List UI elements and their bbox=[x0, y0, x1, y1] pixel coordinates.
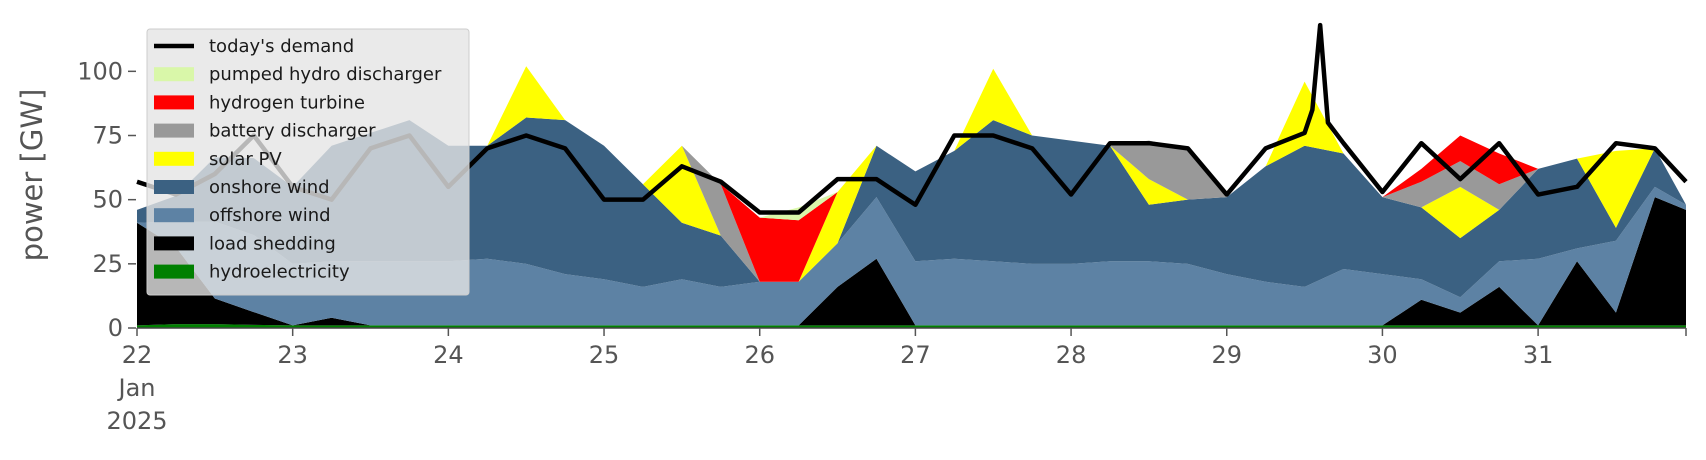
x-tick-label: 31 bbox=[1523, 341, 1554, 369]
legend-swatch bbox=[154, 264, 194, 279]
x-tick-label: 29 bbox=[1211, 341, 1242, 369]
legend-label: today's demand bbox=[209, 36, 354, 57]
legend-label: load shedding bbox=[209, 233, 336, 254]
x-tick-label: 22 bbox=[122, 341, 153, 369]
legend-swatch bbox=[154, 151, 194, 166]
legend-swatch bbox=[154, 208, 194, 223]
legend-label: pumped hydro discharger bbox=[209, 64, 442, 85]
x-tick-label: 28 bbox=[1056, 341, 1087, 369]
legend-label: solar PV bbox=[209, 149, 282, 170]
legend-label: hydrogen turbine bbox=[209, 92, 365, 113]
legend-swatch bbox=[154, 123, 194, 138]
y-tick-label: 0 bbox=[108, 314, 123, 342]
y-tick-label: 25 bbox=[92, 250, 123, 278]
y-tick-label: 100 bbox=[77, 57, 123, 85]
x-tick-label: Jan bbox=[117, 374, 156, 402]
legend-label: offshore wind bbox=[209, 205, 331, 226]
x-tick-label: 2025 bbox=[106, 407, 167, 435]
y-axis-label: power [GW] bbox=[15, 89, 49, 262]
legend-label: hydroelectricity bbox=[209, 262, 350, 283]
legend-swatch bbox=[154, 180, 194, 194]
x-tick-label: 24 bbox=[433, 341, 464, 369]
area-hydroelectricity bbox=[137, 324, 1686, 328]
area-solar-pv bbox=[137, 66, 1686, 282]
x-tick-label: 26 bbox=[744, 341, 775, 369]
legend-label: battery discharger bbox=[209, 121, 376, 142]
legend-label: onshore wind bbox=[209, 177, 330, 198]
x-tick-label: 30 bbox=[1367, 341, 1398, 369]
area-onshore-wind bbox=[137, 117, 1686, 298]
stacked-areas bbox=[137, 66, 1686, 328]
x-tick-label: 25 bbox=[589, 341, 620, 369]
y-tick-label: 50 bbox=[92, 186, 123, 214]
legend-box bbox=[146, 28, 470, 296]
y-tick-label: 75 bbox=[92, 122, 123, 150]
x-tick-label: 27 bbox=[900, 341, 931, 369]
axes: 0 25 50 75 100 22 Jan 2025 23 24 25 26 27 28 29 30 31 bbox=[77, 57, 1687, 435]
legend-swatch bbox=[154, 95, 194, 110]
legend: today's demand pumped hydro discharger hyd… bbox=[146, 28, 470, 296]
legend-swatch bbox=[154, 236, 194, 251]
legend-swatch bbox=[154, 67, 194, 82]
area-offshore-wind bbox=[137, 186, 1686, 326]
x-tick-label: 23 bbox=[277, 341, 308, 369]
